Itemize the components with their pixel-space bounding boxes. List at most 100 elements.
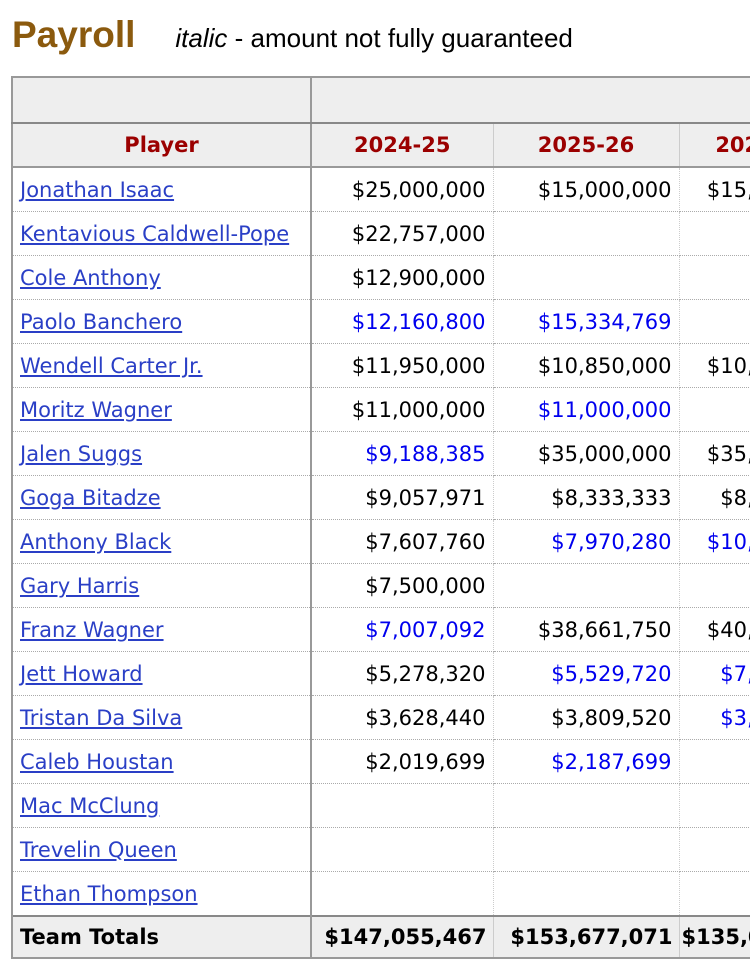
salary-cell: $3,628,440 — [311, 695, 494, 740]
page-header: Payroll italic - amount not fully guaran… — [12, 14, 573, 64]
totals-value: $153,677,071 — [493, 915, 680, 959]
player-cell: Kentavious Caldwell-Pope — [11, 211, 312, 256]
player-cell: Jalen Suggs — [11, 431, 312, 476]
totals-value: $135,000,000 — [679, 915, 750, 959]
table-body: Jonathan Isaac$25,000,000$15,000,000$15,… — [11, 167, 750, 917]
salary-cell: $35,000,000 — [493, 431, 680, 476]
player-cell: Mac McClung — [11, 783, 312, 828]
salary-cell: $9,057,971 — [311, 475, 494, 520]
player-cell: Ethan Thompson — [11, 871, 312, 917]
salary-cell — [679, 871, 750, 917]
player-link[interactable]: Ethan Thompson — [20, 881, 198, 906]
player-cell: Tristan Da Silva — [11, 695, 312, 740]
salary-cell: $3,809,520 — [493, 695, 680, 740]
salary-cell: $15,000,000 — [493, 167, 680, 212]
legend-note: italic - amount not fully guaranteed — [175, 23, 572, 54]
player-cell: Jonathan Isaac — [11, 167, 312, 212]
player-cell: Goga Bitadze — [11, 475, 312, 520]
salary-cell: $10,850,000 — [679, 343, 750, 388]
column-header-2026-27[interactable]: 2026-27 — [679, 123, 750, 168]
player-cell: Franz Wagner — [11, 607, 312, 652]
salary-cell: $7,500,000 — [311, 563, 494, 608]
player-link[interactable]: Franz Wagner — [20, 617, 164, 642]
salary-cell: $10,000,000 — [679, 519, 750, 564]
table-header-row: Player 2024-25 2025-26 2026-27 — [11, 123, 750, 168]
table-row: Paolo Banchero $12,160,800 $15,334,769 — [11, 299, 750, 344]
column-header-2024-25[interactable]: 2024-25 — [311, 123, 494, 168]
table-row: Moritz Wagner $11,000,000 $11,000,000 — [11, 387, 750, 432]
salary-cell — [493, 563, 680, 608]
player-cell: Cole Anthony — [11, 255, 312, 300]
table-row: Jett Howard $5,278,320$5,529,720$7,000,00… — [11, 651, 750, 696]
salary-cell — [493, 255, 680, 300]
table-top-bar — [11, 76, 750, 124]
player-cell: Gary Harris — [11, 563, 312, 608]
table-row: Anthony Black $7,607,760$7,970,280$10,000… — [11, 519, 750, 564]
page-title: Payroll — [12, 14, 136, 55]
salary-cell: $7,970,280 — [493, 519, 680, 564]
salary-cell: $12,900,000 — [311, 255, 494, 300]
player-cell: Jett Howard — [11, 651, 312, 696]
payroll-table-container[interactable]: Player 2024-25 2025-26 2026-27 Jonathan … — [11, 76, 750, 969]
team-totals-row: Team Totals $147,055,467 $153,677,071 $1… — [11, 915, 750, 959]
table-row: Mac McClung — [11, 783, 750, 828]
player-cell: Paolo Banchero — [11, 299, 312, 344]
player-link[interactable]: Paolo Banchero — [20, 309, 183, 334]
player-link[interactable]: Trevelin Queen — [20, 837, 177, 862]
salary-cell — [311, 871, 494, 917]
salary-cell: $10,850,000 — [493, 343, 680, 388]
salary-cell: $11,000,000 — [311, 387, 494, 432]
player-link[interactable]: Jett Howard — [20, 661, 143, 686]
salary-cell — [311, 827, 494, 872]
salary-cell: $12,160,800 — [311, 299, 494, 344]
player-link[interactable]: Goga Bitadze — [20, 485, 161, 510]
salary-cell: $7,000,000 — [679, 651, 750, 696]
player-link[interactable]: Wendell Carter Jr. — [20, 353, 203, 378]
salary-cell: $3,900,000 — [679, 695, 750, 740]
salary-cell — [679, 783, 750, 828]
table-row: Franz Wagner $7,007,092$38,661,750$40,000… — [11, 607, 750, 652]
column-header-player[interactable]: Player — [11, 123, 312, 168]
salary-cell: $5,529,720 — [493, 651, 680, 696]
totals-label: Team Totals — [11, 915, 312, 959]
player-cell: Anthony Black — [11, 519, 312, 564]
player-link[interactable]: Jalen Suggs — [20, 441, 143, 466]
player-link[interactable]: Kentavious Caldwell-Pope — [20, 221, 290, 246]
player-link[interactable]: Jonathan Isaac — [20, 177, 175, 202]
salary-cell — [679, 827, 750, 872]
salary-cell — [679, 739, 750, 784]
top-bar-cell — [11, 76, 312, 124]
player-link[interactable]: Moritz Wagner — [20, 397, 172, 422]
table-row: Jalen Suggs$9,188,385$35,000,000$35,000,… — [11, 431, 750, 476]
salary-cell: $2,187,699 — [493, 739, 680, 784]
player-cell: Caleb Houstan — [11, 739, 312, 784]
player-link[interactable]: Gary Harris — [20, 573, 140, 598]
salary-cell: $8,333,333 — [679, 475, 750, 520]
player-cell: Trevelin Queen — [11, 827, 312, 872]
player-link[interactable]: Tristan Da Silva — [20, 705, 183, 730]
legend-text: - amount not fully guaranteed — [227, 23, 573, 53]
table-row: Trevelin Queen — [11, 827, 750, 872]
salary-cell — [311, 783, 494, 828]
player-link[interactable]: Cole Anthony — [20, 265, 161, 290]
salary-cell: $15,000,000 — [679, 167, 750, 212]
salary-cell: $8,333,333 — [493, 475, 680, 520]
salary-cell — [679, 255, 750, 300]
player-cell: Wendell Carter Jr. — [11, 343, 312, 388]
salary-cell — [493, 871, 680, 917]
salary-cell: $15,334,769 — [493, 299, 680, 344]
player-link[interactable]: Mac McClung — [20, 793, 160, 818]
salary-cell: $11,000,000 — [493, 387, 680, 432]
salary-cell — [679, 387, 750, 432]
player-link[interactable]: Caleb Houstan — [20, 749, 174, 774]
table-row: Tristan Da Silva $3,628,440$3,809,520$3,9… — [11, 695, 750, 740]
player-cell: Moritz Wagner — [11, 387, 312, 432]
top-bar-cell — [311, 76, 750, 124]
player-link[interactable]: Anthony Black — [20, 529, 172, 554]
table-row: Jonathan Isaac$25,000,000$15,000,000$15,… — [11, 167, 750, 212]
salary-cell: $38,661,750 — [493, 607, 680, 652]
column-header-2025-26[interactable]: 2025-26 — [493, 123, 680, 168]
salary-cell: $5,278,320 — [311, 651, 494, 696]
table-row: Ethan Thompson — [11, 871, 750, 917]
salary-cell — [493, 827, 680, 872]
